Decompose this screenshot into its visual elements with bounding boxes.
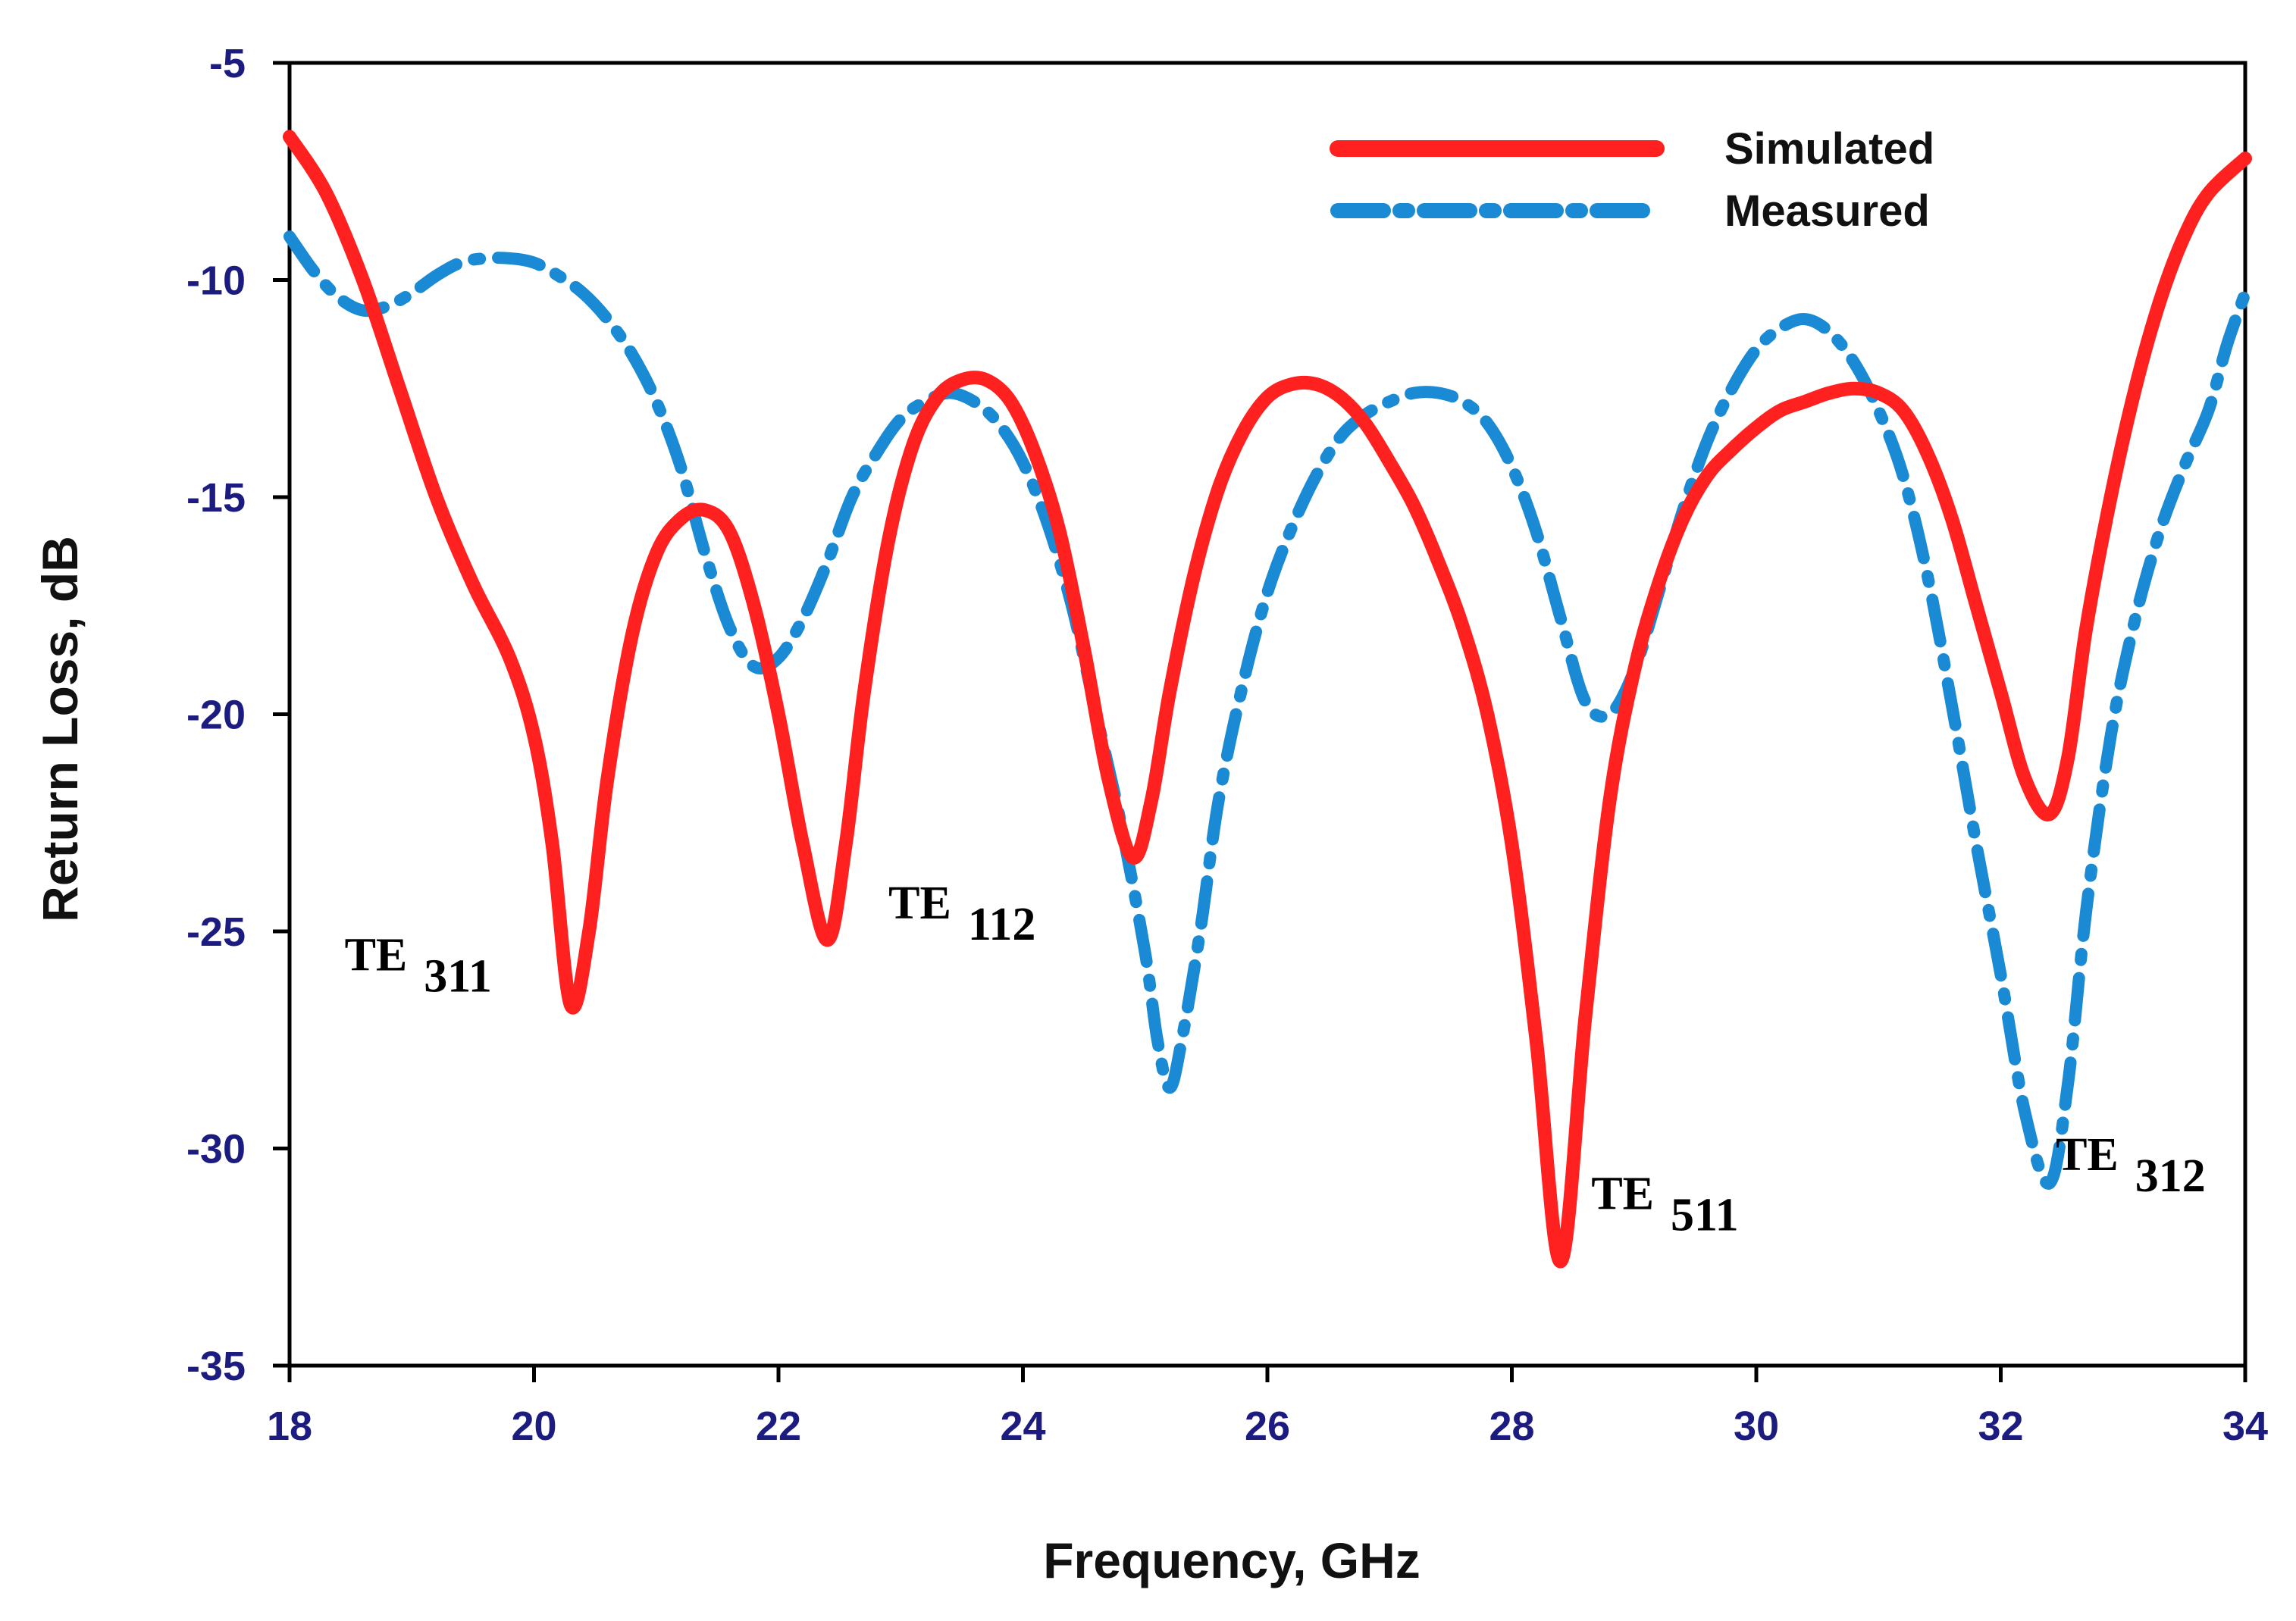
mode-annotation-label: TE: [888, 878, 951, 929]
mode-annotation: TE 311: [345, 930, 492, 1003]
mode-annotation-index: 312: [2135, 1150, 2206, 1202]
y-axis-title: Return Loss, dB: [32, 536, 88, 922]
x-tick-label: 28: [1489, 1404, 1534, 1449]
x-tick-label: 26: [1245, 1404, 1290, 1449]
mode-annotation-index: 511: [1671, 1190, 1739, 1241]
axis-ticks: 18 20 22 24 26 28 30 32 34 -5 -10 -15 -20 -25 -30 -35: [186, 41, 2268, 1449]
x-tick-label: 22: [756, 1404, 801, 1449]
mode-annotation-label: TE: [2056, 1129, 2119, 1181]
x-tick-label: 24: [1000, 1404, 1045, 1449]
mode-annotation-index: 311: [424, 951, 492, 1003]
legend-label-simulated: Simulated: [1724, 124, 1934, 174]
mode-annotation: TE 511: [1591, 1169, 1738, 1241]
y-tick-label: -25: [186, 909, 246, 955]
y-tick-label: -35: [186, 1344, 246, 1389]
series-line-measured: [283, 230, 2251, 1190]
x-tick-label: 34: [2222, 1404, 2268, 1449]
y-tick-label: -5: [209, 41, 246, 86]
x-tick-label: 18: [267, 1404, 312, 1449]
legend: Simulated Measured: [1330, 124, 1934, 236]
y-tick-label: -10: [186, 258, 246, 304]
mode-annotation-label: TE: [1591, 1169, 1654, 1220]
x-tick-label: 20: [511, 1404, 556, 1449]
mode-annotation: TE 112: [888, 878, 1035, 950]
x-tick-label: 32: [1978, 1404, 2023, 1449]
y-tick-label: -30: [186, 1127, 246, 1172]
x-tick-label: 30: [1734, 1404, 1779, 1449]
y-tick-label: -20: [186, 693, 246, 738]
legend-label-measured: Measured: [1724, 186, 1930, 236]
annotations: TE 311 TE 112 TE 511 TE 312: [345, 878, 2206, 1241]
series-line-simulated: [283, 130, 2252, 1269]
mode-annotation-label: TE: [345, 930, 408, 981]
mode-annotation-index: 112: [968, 899, 1036, 950]
mode-annotation: TE 312: [2056, 1129, 2206, 1202]
x-axis-title: Frequency, GHz: [1043, 1532, 1421, 1588]
y-tick-label: -15: [186, 475, 246, 521]
series-group: [283, 130, 2252, 1269]
